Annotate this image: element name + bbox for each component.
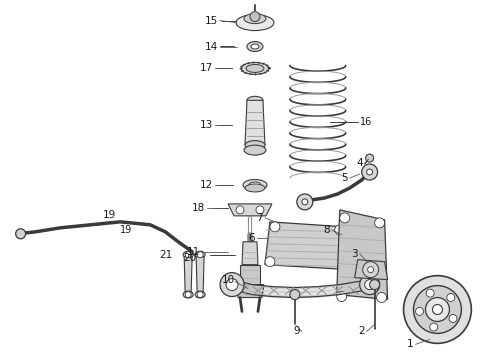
- Circle shape: [367, 169, 372, 175]
- Circle shape: [270, 222, 280, 232]
- Text: 4: 4: [356, 158, 363, 168]
- Ellipse shape: [245, 184, 265, 192]
- Text: 18: 18: [192, 203, 205, 213]
- Polygon shape: [245, 100, 265, 145]
- Circle shape: [449, 315, 457, 323]
- Circle shape: [404, 276, 471, 343]
- Circle shape: [16, 229, 25, 239]
- Circle shape: [414, 285, 462, 333]
- Text: 5: 5: [341, 173, 348, 183]
- Polygon shape: [337, 210, 388, 300]
- Text: 21: 21: [159, 250, 172, 260]
- Text: 11: 11: [187, 247, 200, 257]
- Text: 16: 16: [360, 117, 372, 127]
- Ellipse shape: [249, 182, 261, 188]
- Circle shape: [365, 280, 375, 289]
- Polygon shape: [196, 257, 204, 293]
- Ellipse shape: [183, 291, 193, 298]
- Text: 14: 14: [205, 41, 218, 51]
- Circle shape: [368, 267, 374, 273]
- Circle shape: [426, 289, 434, 297]
- Circle shape: [362, 164, 378, 180]
- Text: 20: 20: [183, 253, 196, 263]
- Circle shape: [335, 225, 345, 235]
- Polygon shape: [242, 242, 258, 265]
- Circle shape: [340, 260, 350, 270]
- Ellipse shape: [183, 251, 193, 258]
- Text: 15: 15: [205, 15, 218, 26]
- Circle shape: [433, 305, 442, 315]
- Text: 8: 8: [323, 225, 330, 235]
- Ellipse shape: [247, 41, 263, 51]
- Circle shape: [447, 293, 455, 301]
- Ellipse shape: [247, 96, 263, 104]
- Circle shape: [430, 323, 438, 331]
- Polygon shape: [184, 257, 192, 293]
- Circle shape: [197, 252, 203, 258]
- Polygon shape: [236, 285, 264, 298]
- Circle shape: [250, 12, 260, 22]
- Text: 6: 6: [248, 233, 255, 243]
- Polygon shape: [355, 260, 388, 280]
- Circle shape: [297, 194, 313, 210]
- Text: 12: 12: [200, 180, 213, 190]
- Ellipse shape: [244, 14, 266, 24]
- Text: 1: 1: [407, 339, 414, 349]
- Ellipse shape: [241, 62, 269, 75]
- Circle shape: [302, 199, 308, 205]
- Text: 7: 7: [256, 213, 263, 223]
- Circle shape: [369, 280, 380, 289]
- Ellipse shape: [246, 64, 264, 72]
- Circle shape: [340, 213, 350, 223]
- Circle shape: [375, 218, 385, 228]
- Ellipse shape: [195, 291, 205, 298]
- Text: 9: 9: [293, 327, 300, 336]
- Text: 19: 19: [121, 225, 133, 235]
- Circle shape: [337, 292, 347, 302]
- Ellipse shape: [243, 180, 267, 190]
- Ellipse shape: [236, 15, 274, 31]
- Circle shape: [265, 257, 275, 267]
- Circle shape: [197, 292, 203, 298]
- Polygon shape: [265, 222, 350, 270]
- Circle shape: [185, 252, 191, 258]
- Text: 10: 10: [222, 275, 235, 285]
- Circle shape: [236, 206, 244, 214]
- Ellipse shape: [195, 251, 205, 258]
- Circle shape: [360, 275, 380, 294]
- Ellipse shape: [244, 145, 266, 155]
- Ellipse shape: [251, 44, 259, 49]
- Circle shape: [290, 289, 300, 300]
- Circle shape: [425, 298, 449, 321]
- Circle shape: [363, 262, 379, 278]
- Text: 17: 17: [200, 63, 213, 73]
- Circle shape: [220, 273, 244, 297]
- Circle shape: [416, 307, 423, 315]
- Text: 19: 19: [103, 210, 116, 220]
- Text: 3: 3: [351, 249, 358, 259]
- Polygon shape: [228, 204, 272, 216]
- Circle shape: [366, 154, 374, 162]
- Circle shape: [226, 279, 238, 291]
- Ellipse shape: [245, 141, 265, 150]
- Circle shape: [377, 293, 387, 302]
- Circle shape: [256, 206, 264, 214]
- Text: 2: 2: [358, 327, 365, 336]
- Polygon shape: [240, 265, 260, 285]
- Text: 13: 13: [200, 120, 213, 130]
- Circle shape: [185, 292, 191, 298]
